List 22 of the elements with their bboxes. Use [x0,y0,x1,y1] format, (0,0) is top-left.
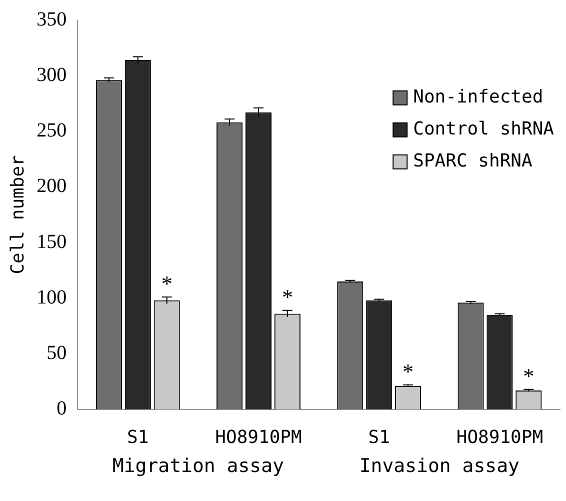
y-axis-title: Cell number [7,154,28,274]
data-label: * [402,358,414,384]
text: Migration assay [112,454,284,477]
y-tick-label: 100 [36,286,67,308]
x-tick-label: HO8910PM [215,426,302,448]
data-label: * [161,271,172,296]
x-tick-label: S1 [368,426,390,448]
y-tick-label: 350 [36,8,67,30]
x-tick-label: S1 [127,426,149,448]
text: Invasion assay [359,454,520,477]
y-tick-label: 150 [36,230,67,253]
y-tick-label: 250 [36,120,67,142]
data-label: * [523,363,534,388]
legend-label: Non-infected [413,86,544,108]
y-tick-label: 50 [46,342,67,364]
data-label: * [282,284,293,310]
y-tick-label: 0 [56,398,67,420]
x-tick-label: HO8910PM [456,426,544,448]
y-tick-label: 300 [36,64,67,86]
legend-label: SPARC shRNA [413,150,532,172]
y-tick-label: 200 [36,175,67,198]
legend-label: Control shRNA [413,118,554,140]
